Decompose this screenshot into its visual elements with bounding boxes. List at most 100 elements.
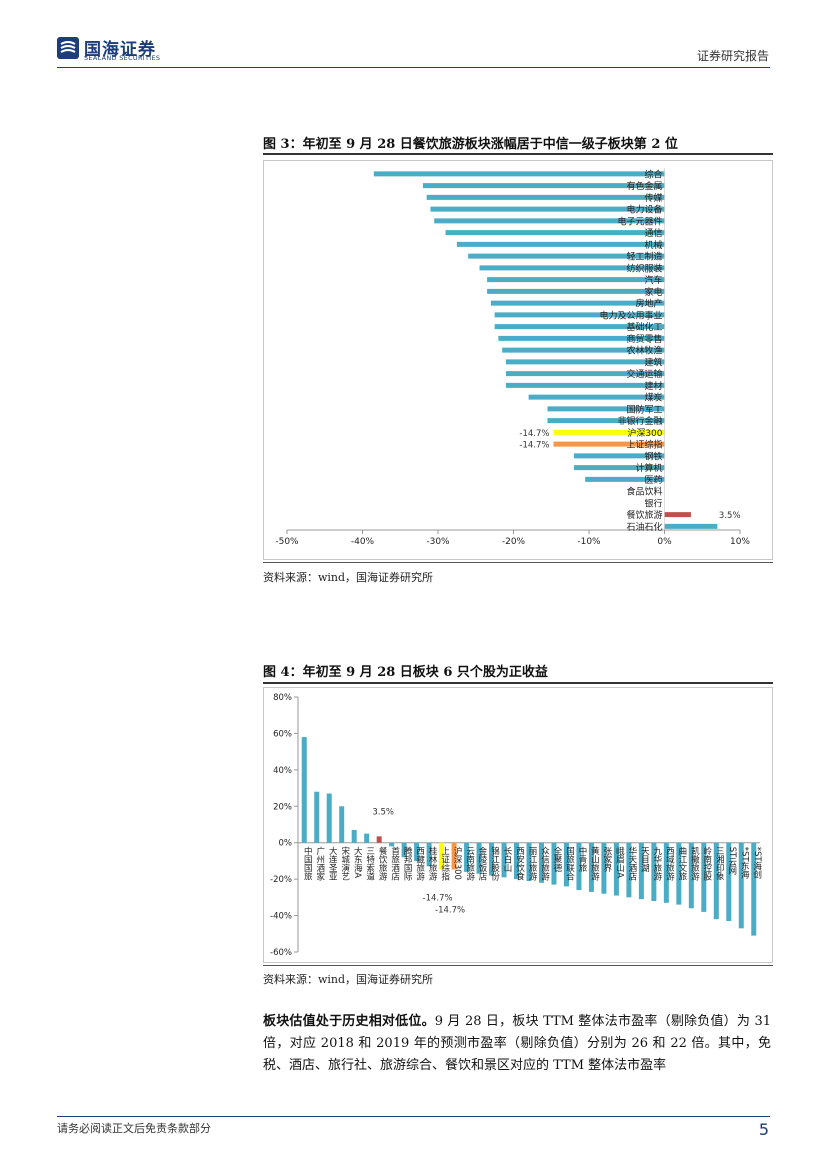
- figure3-category-label: 石油石化: [626, 521, 662, 533]
- figure4-title: 图 4：年初至 9 月 28 日板块 6 只个股为正收益: [263, 665, 548, 680]
- figure3-bar: [430, 206, 665, 212]
- figure4-source: 资料来源：wind，国海证券研究所: [263, 973, 434, 986]
- figure4-bar: [588, 842, 594, 892]
- figure4-category-label: 金陵饭店: [477, 846, 487, 882]
- figure4-bar: [726, 842, 732, 922]
- figure4-category-label: 西藏旅游: [415, 847, 425, 882]
- figure3-category-label: 计算机: [635, 462, 662, 474]
- figure3-category-label: 食品饮料: [626, 486, 662, 498]
- figure4-bar: [751, 842, 757, 936]
- figure4-category-label: 张家界: [602, 847, 612, 873]
- figure4-bottom-rule: [263, 965, 773, 966]
- figure4-bar: [389, 842, 395, 847]
- figure4-category-label: 岭南控股: [702, 846, 712, 882]
- figure3-category-label: 建材: [644, 380, 662, 392]
- figure4-bar: [326, 793, 332, 843]
- figure3-category-label: 国防军工: [626, 403, 662, 415]
- figure4-bar: [301, 737, 307, 843]
- figure3-category-label: 银行: [644, 497, 662, 509]
- figure3-bar: [505, 371, 665, 377]
- figure4-y-tick-label: -60%: [270, 948, 292, 958]
- figure4-bar: [489, 842, 495, 876]
- figure3-bar: [445, 230, 665, 236]
- figure3-title-rule: [263, 153, 773, 155]
- figure4-bar: [601, 842, 607, 894]
- figure4-bar: [701, 842, 707, 912]
- figure3-bar: [487, 288, 665, 294]
- figure3-bar: [490, 300, 665, 306]
- figure4-category-label: 曲江文旅: [677, 846, 687, 882]
- figure4-y-tick-label: -20%: [270, 875, 292, 885]
- figure4-bar: [663, 842, 669, 903]
- figure3-bar: [664, 523, 718, 529]
- figure4-data-label: -14.7%: [435, 906, 465, 916]
- figure4-category-label: 大东海A: [352, 846, 362, 878]
- figure3-category-label: 沪深300: [627, 427, 662, 439]
- figure4-category-label: 云南旅游: [465, 847, 475, 882]
- report-type-label: 证券研究报告: [696, 49, 769, 63]
- figure3-category-label: 电力及公用事业: [599, 309, 662, 321]
- figure3-bar: [505, 359, 665, 365]
- figure3-category-label: 煤炭: [644, 392, 662, 404]
- figure4-bar: [651, 842, 657, 901]
- figure4-category-label: 三湘印象: [714, 847, 724, 881]
- company-name-cn: 国海证券: [84, 40, 156, 60]
- figure4-category-label: 大连圣亚: [327, 846, 337, 881]
- figure3-bar: [547, 406, 665, 412]
- figure4-title-rule: [263, 682, 773, 684]
- disclaimer-note: 请务必阅读正文后免责条款部分: [57, 1122, 211, 1135]
- figure4-bar: [638, 842, 644, 900]
- figure3-plot-frame: [263, 160, 773, 560]
- figure3-bar: [468, 253, 665, 259]
- figure3-source: 资料来源：wind，国海证券研究所: [263, 571, 434, 584]
- figure4-bar: [439, 842, 445, 870]
- figure4-bar: [401, 842, 407, 858]
- figure3-bar: [585, 476, 665, 482]
- figure4-bar: [376, 836, 382, 843]
- figure3-category-label: 通信: [644, 227, 662, 239]
- figure4-bar: [626, 842, 632, 898]
- figure4-y-tick-label: 60%: [273, 729, 292, 739]
- figure3-x-tick-label: -50%: [275, 537, 299, 547]
- figure4-bar: [476, 842, 482, 874]
- figure4-category-label: 中青旅: [577, 846, 587, 873]
- footer-divider: [57, 1116, 770, 1117]
- figure3-bar: [505, 382, 665, 388]
- figure3-category-label: 餐饮旅游: [626, 509, 662, 521]
- figure3-category-label: 非银行金融: [617, 415, 662, 427]
- figure4-bar: [563, 842, 569, 887]
- figure3-category-label: 电力设备: [626, 204, 662, 216]
- figure4-category-label: 沪深300: [452, 846, 462, 880]
- figure3-bar: [502, 347, 665, 353]
- header-divider: [57, 67, 770, 68]
- figure3-bar: [494, 312, 665, 318]
- figure4-category-label: 宋城演艺: [340, 846, 350, 881]
- figure3-data-label: 3.5%: [719, 511, 741, 521]
- figure4-category-label: 中国国旅: [302, 846, 312, 882]
- figure4-y-tick-label: -40%: [270, 912, 292, 922]
- figure4-category-label: *ST海创: [752, 847, 762, 880]
- figure4-category-label: 国旅联合: [564, 847, 574, 882]
- company-name-en: SEALAND SECURITIES: [84, 54, 161, 62]
- figure3-bar: [494, 324, 665, 330]
- figure4-bar: [538, 842, 544, 883]
- figure4-bar: [738, 842, 744, 929]
- body-text: 9 月 28 日，板块 TTM 整体法市盈率（剔除负值）为 31 倍，对应 20…: [263, 1014, 771, 1073]
- figure3-x-tick-label: 10%: [730, 537, 750, 547]
- figure4-bar: [351, 829, 357, 843]
- figure4-y-tick-label: 0%: [279, 839, 293, 849]
- figure3-x-tick-label: 0%: [657, 537, 672, 547]
- figure4-category-label: 长白山: [502, 846, 512, 873]
- figure3-bar: [487, 277, 665, 283]
- figure3-category-label: 汽车: [644, 274, 662, 286]
- figure3-bar: [553, 429, 665, 435]
- figure4-category-label: 餐饮旅游: [377, 847, 387, 882]
- figure3-category-label: 基础化工: [626, 321, 662, 333]
- figure4-category-label: 广州酒家: [315, 846, 325, 881]
- figure4-category-label: 峨眉山A: [614, 846, 624, 878]
- figure4-data-label: 3.5%: [372, 807, 394, 817]
- figure3-category-label: 钢铁: [644, 450, 662, 462]
- figure4-category-label: 桂林旅游: [427, 846, 437, 882]
- figure4-category-label: 全聚德: [552, 846, 562, 873]
- figure3-category-label: 商贸零售: [626, 333, 662, 345]
